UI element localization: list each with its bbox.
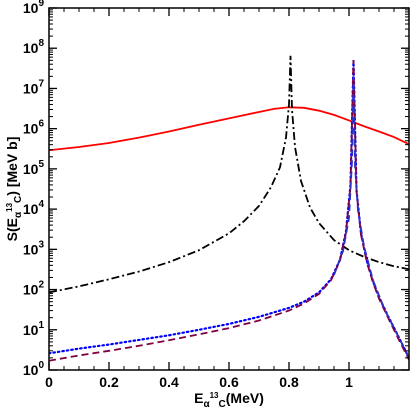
- x-title-sup: 13: [210, 391, 219, 400]
- y-title-sup: 13: [5, 202, 14, 211]
- x-tick-label: 0.4: [159, 374, 179, 390]
- y-tick-label: 108: [23, 38, 45, 56]
- y-tick-label: 100: [23, 360, 45, 378]
- x-title-sub2: C: [219, 399, 226, 410]
- plot-frame: [48, 7, 410, 371]
- series-line-4: [49, 60, 409, 362]
- y-title-sub2: C: [13, 196, 24, 203]
- x-tick-label: 0.6: [219, 374, 239, 390]
- series-line-2: [49, 55, 409, 294]
- y-tick-label: 101: [23, 320, 45, 338]
- y-tick-label: 105: [23, 159, 45, 177]
- x-tick-label: 0: [45, 374, 53, 390]
- y-tick-label: 103: [23, 239, 45, 257]
- y-tick-label: 104: [23, 199, 45, 217]
- y-tick-label: 102: [23, 280, 45, 298]
- x-axis-title: Eα13C(MeV): [194, 390, 264, 410]
- x-title-sub1: α: [203, 399, 210, 410]
- x-tick-label: 0.2: [99, 374, 119, 390]
- x-title-tail: (MeV): [226, 390, 264, 406]
- y-title-sub1: α: [13, 211, 24, 218]
- x-title-main: E: [194, 390, 203, 406]
- y-tick-label: 107: [23, 78, 45, 96]
- y-tick-label: 106: [23, 119, 45, 137]
- y-axis-title: S(Eα13C) [MeV b]: [4, 137, 24, 242]
- series-layer: [49, 55, 409, 362]
- x-tick-label: 1: [345, 374, 353, 390]
- series-line-5: [333, 76, 409, 359]
- x-tick-label: 0.8: [279, 374, 299, 390]
- ticks-layer: 0 0.2 0.4 0.6 0.8 1 100 101 102 103 104 105 106 107 10…: [23, 0, 410, 390]
- y-title-main: S(E: [4, 218, 20, 241]
- y-title-tail: ) [MeV b]: [4, 137, 20, 196]
- series-line-1: [49, 106, 409, 152]
- y-tick-label: 109: [23, 0, 45, 16]
